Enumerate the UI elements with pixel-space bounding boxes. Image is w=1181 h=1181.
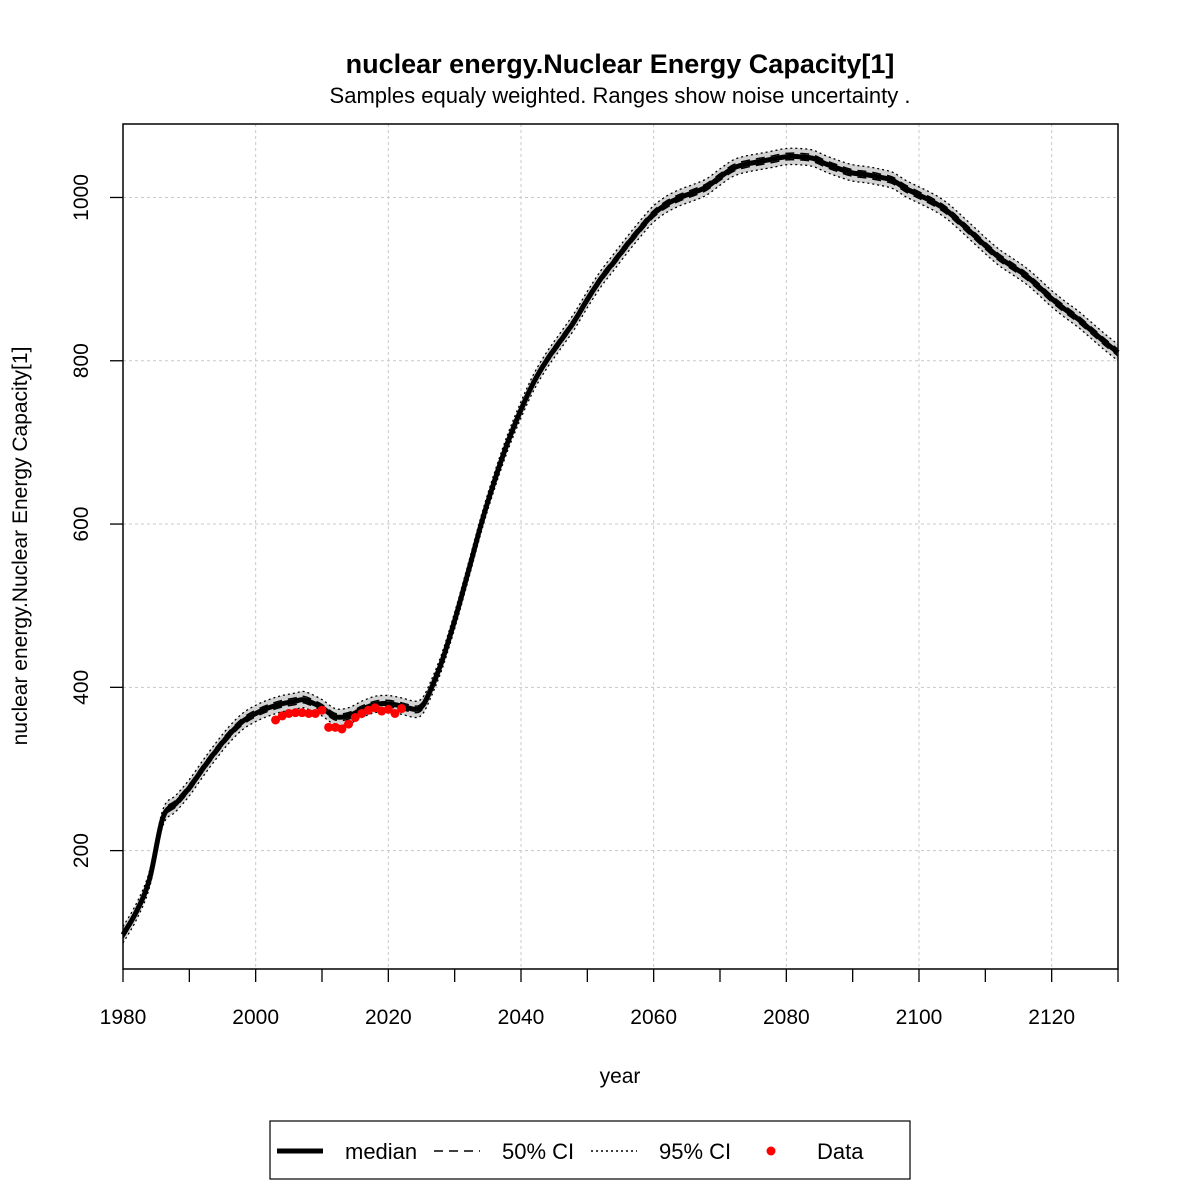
median-line — [120, 153, 1120, 936]
ci95-upper-line — [122, 147, 1119, 927]
x-tick-label: 2120 — [1028, 1006, 1075, 1029]
data-point — [297, 708, 307, 718]
y-tick-label: 800 — [70, 343, 93, 378]
series-lines — [120, 147, 1120, 944]
x-axis-label: year — [600, 1065, 641, 1088]
y-axis: 200 400 600 800 1000 — [70, 174, 123, 868]
data-point — [390, 708, 400, 718]
y-tick-label: 400 — [70, 670, 93, 705]
chart-title: nuclear energy.Nuclear Energy Capacity[1… — [346, 49, 895, 79]
legend-median-label: median — [345, 1139, 417, 1164]
legend-data-swatch — [766, 1146, 776, 1156]
data-point — [284, 708, 294, 718]
y-tick-label: 200 — [70, 833, 93, 868]
legend-data-label: Data — [817, 1139, 864, 1164]
data-point — [344, 719, 354, 729]
data-point — [290, 708, 300, 718]
y-tick-label: 600 — [70, 507, 93, 542]
data-points — [271, 703, 407, 734]
data-point — [271, 715, 281, 725]
ci50-lower-line — [122, 158, 1119, 939]
x-tick-label: 2060 — [630, 1006, 677, 1029]
ci50-upper-line — [122, 152, 1119, 932]
y-axis-label: nuclear energy.Nuclear Energy Capacity[1… — [9, 347, 32, 746]
ci95-band-group — [123, 148, 1118, 943]
data-point — [350, 713, 360, 723]
x-tick-label: 2100 — [896, 1006, 943, 1029]
chart-subtitle: Samples equaly weighted. Ranges show noi… — [330, 83, 911, 108]
x-tick-label: 1980 — [100, 1006, 147, 1029]
ci95-band — [123, 148, 1118, 943]
x-tick-label: 2040 — [498, 1006, 545, 1029]
data-point — [383, 704, 393, 714]
x-tick-label: 2020 — [365, 1006, 412, 1029]
legend-ci95-label: 95% CI — [659, 1139, 731, 1164]
data-point — [304, 708, 314, 718]
legend-box — [269, 1120, 911, 1180]
x-axis: 1980 2000 2020 2040 2060 2080 2100 2120 — [100, 969, 1119, 1029]
x-tick-label: 2080 — [763, 1006, 810, 1029]
legend-ci50-label: 50% CI — [502, 1139, 574, 1164]
data-point — [317, 705, 327, 715]
data-point — [324, 722, 334, 732]
x-tick-label: 2000 — [232, 1006, 279, 1029]
plot-frame — [122, 123, 1119, 970]
ci95-lower-line — [122, 163, 1119, 944]
data-point — [397, 704, 407, 714]
y-tick-label: 1000 — [70, 174, 93, 221]
grid-lines — [122, 124, 1118, 969]
data-point — [337, 724, 347, 734]
legend: median 50% CI 95% CI Data — [269, 1120, 911, 1180]
